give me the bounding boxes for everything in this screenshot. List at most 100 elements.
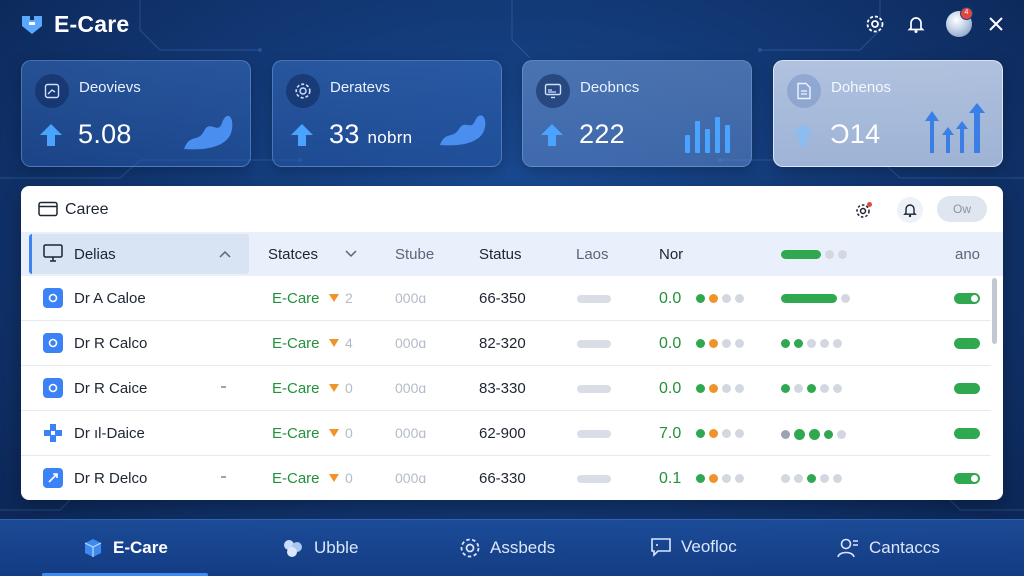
nav-item-assbeds[interactable]: Assbeds <box>459 537 555 559</box>
table-row[interactable]: Dr R Calco E-Care 4 000ɑ 82-320 0.0 <box>21 321 991 366</box>
heart-logo-icon <box>22 16 42 34</box>
caret-down-icon[interactable] <box>328 383 340 393</box>
row-progress <box>781 429 846 440</box>
trend-graphic <box>180 105 236 158</box>
row-name: Dr R Caice <box>74 380 148 397</box>
row-tag[interactable]: E-Care <box>272 335 320 352</box>
bar-graphic <box>681 113 737 158</box>
badge-settings-icon[interactable] <box>851 197 877 223</box>
card-title: Deovievs <box>79 79 141 96</box>
chevron-up-icon[interactable] <box>219 250 231 258</box>
row-stub: 000ɑ <box>395 380 427 396</box>
bell-icon[interactable] <box>897 197 923 223</box>
row-status-dots <box>696 429 744 438</box>
card-icon <box>38 201 58 222</box>
monitor-icon <box>536 74 570 108</box>
app-header: E-Care 4 <box>0 0 1024 50</box>
caret-down-icon[interactable] <box>328 338 340 348</box>
row-digit: 0 <box>345 425 353 441</box>
gear-icon <box>286 74 320 108</box>
row-name: Dr R Calco <box>74 335 148 352</box>
card-value: 5.08 <box>78 119 132 149</box>
stat-card-deovievs[interactable]: Deovievs 5.08 <box>21 60 251 167</box>
nav-item-ubble[interactable]: Ubble <box>281 537 358 559</box>
row-stub: 000ɑ <box>395 425 427 441</box>
row-value: 7.0 <box>659 425 682 442</box>
settings-icon <box>43 333 63 353</box>
row-toggle[interactable] <box>954 428 980 439</box>
table-scrollbar[interactable] <box>992 278 997 344</box>
row-bar <box>577 430 611 438</box>
row-mark <box>221 386 226 388</box>
bottom-nav: E-Care Ubble Assbeds Veofloc Cantaccs <box>0 519 1024 576</box>
app-title: E-Care <box>54 10 130 37</box>
row-value: 0.0 <box>659 290 682 307</box>
row-name: Dr A Caloe <box>74 290 146 307</box>
column-header-status[interactable]: Status <box>479 246 522 263</box>
row-stub: 000ɑ <box>395 470 427 486</box>
app-logo[interactable]: E-Care <box>18 10 129 38</box>
gear-icon[interactable] <box>863 12 887 36</box>
row-status-dots <box>696 384 744 393</box>
row-status: 83-330 <box>479 380 526 397</box>
row-status: 66-350 <box>479 290 526 307</box>
row-toggle[interactable] <box>954 473 980 484</box>
column-header-stube[interactable]: Stube <box>395 246 435 263</box>
up-arrow-icon <box>539 122 565 153</box>
filter-pill[interactable]: Ow <box>937 196 987 222</box>
document-icon <box>787 74 821 108</box>
column-label: Delias <box>74 246 116 263</box>
row-tag[interactable]: E-Care <box>272 425 320 442</box>
cube-icon <box>84 539 102 557</box>
row-toggle[interactable] <box>954 338 980 349</box>
caret-down-icon[interactable] <box>328 428 340 438</box>
table-row[interactable]: Dr ıl-Daice E-Care 0 000ɑ 62-900 7.0 <box>21 411 991 456</box>
stat-card-deobncs[interactable]: Deobncs 222 <box>522 60 752 167</box>
table-header: Delias Statces Stube Status Laos Nor ano <box>21 232 1003 276</box>
up-arrow-icon <box>289 122 315 153</box>
card-title: Dohenos <box>831 79 892 96</box>
stat-card-deratevs[interactable]: Deratevs 33 nobrn <box>272 60 502 167</box>
column-header-delias[interactable] <box>29 234 249 274</box>
column-header-laos[interactable]: Laos <box>576 246 609 263</box>
chevron-down-icon[interactable] <box>345 250 357 258</box>
row-progress <box>781 294 850 303</box>
stat-card-dohenos[interactable]: Dohenos Ɔ14 <box>773 60 1003 167</box>
panel-title: Caree <box>65 201 109 218</box>
row-status-dots <box>696 339 744 348</box>
row-toggle[interactable] <box>954 293 980 304</box>
row-toggle[interactable] <box>954 383 980 394</box>
caret-down-icon[interactable] <box>328 293 340 303</box>
row-bar <box>577 385 611 393</box>
up-arrow-icon <box>790 122 816 153</box>
caret-down-icon[interactable] <box>328 473 340 483</box>
settings-icon <box>43 288 63 308</box>
row-tag[interactable]: E-Care <box>272 470 320 487</box>
column-header-statces[interactable]: Statces <box>268 246 319 263</box>
card-title: Deobncs <box>580 79 640 96</box>
row-tag[interactable]: E-Care <box>272 380 320 397</box>
row-progress <box>781 384 842 393</box>
nav-item-cantaccs[interactable]: Cantaccs <box>836 537 940 559</box>
table-row[interactable]: Dr R Caice E-Care 0 000ɑ 83-330 0.0 <box>21 366 991 411</box>
table-row[interactable]: Dr R Delco E-Care 0 000ɑ 66-330 0.1 <box>21 456 991 500</box>
row-status: 82-320 <box>479 335 526 352</box>
row-progress <box>781 339 842 348</box>
group-icon <box>284 540 302 557</box>
table-row[interactable]: Dr A Caloe E-Care 2 000ɑ 66-350 0.0 <box>21 276 991 321</box>
column-header-nor[interactable]: Nor <box>659 246 684 263</box>
column-header-ano[interactable]: ano <box>955 246 981 263</box>
row-tag[interactable]: E-Care <box>272 290 320 307</box>
settings-icon <box>43 378 63 398</box>
nav-label: E-Care <box>113 538 168 557</box>
row-digit: 2 <box>345 290 353 306</box>
nav-item-veofloc[interactable]: Veofloc <box>650 537 737 557</box>
care-table-panel: Caree Ow Delias Statces Stube Status Lao… <box>21 186 1003 500</box>
header-progress-indicator <box>781 250 847 259</box>
card-value: 222 <box>579 119 625 149</box>
nav-item-e-care[interactable]: E-Care <box>82 537 168 559</box>
close-icon[interactable] <box>984 12 1008 36</box>
row-status-dots <box>696 294 744 303</box>
bell-icon[interactable] <box>904 12 928 36</box>
nav-label: Cantaccs <box>869 538 940 557</box>
